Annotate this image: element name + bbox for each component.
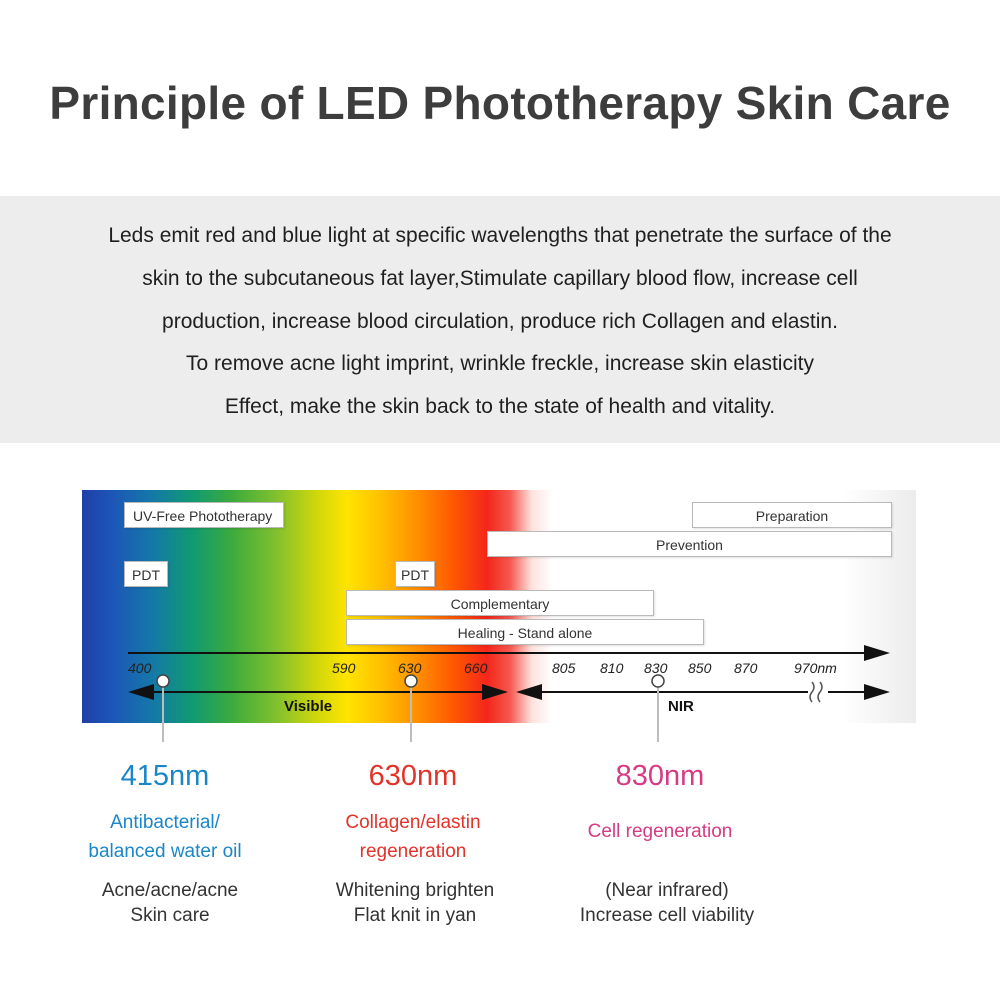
effect-line: Skin care: [130, 905, 210, 926]
effect-line: (Near infrared): [605, 880, 729, 901]
pdt-tag: PDT: [395, 561, 435, 587]
page-title: Principle of LED Phototherapy Skin Care: [49, 77, 951, 129]
effect-line: Acne/acne/acne: [101, 880, 239, 901]
prevention-tag: Prevention: [487, 531, 892, 557]
wavelength-830: 830nm: [615, 760, 705, 792]
tick-label: 590: [332, 660, 356, 676]
intro-line: Leds emit red and blue light at specific…: [108, 224, 892, 247]
intro-panel: Leds emit red and blue light at specific…: [0, 196, 1000, 443]
desc-line: Antibacterial/: [110, 812, 220, 833]
pdt-tag: PDT: [124, 561, 168, 587]
preparation-tag: Preparation: [692, 502, 892, 528]
tick-label: 400: [128, 660, 152, 676]
effect-line: Whitening brighten: [335, 880, 495, 901]
wavelength-630: 630nm: [368, 760, 458, 792]
effect-line: Increase cell viability: [579, 905, 755, 926]
tick-label: 805: [552, 660, 576, 676]
wavelength-630-desc: Collagen/elastin regeneration: [288, 808, 538, 866]
wavelength-630-effect: Whitening brighten Flat knit in yan: [285, 878, 545, 928]
wavelength-830-desc: Cell regeneration: [535, 817, 785, 846]
tick-label: 870: [734, 660, 758, 676]
effect-line: Flat knit in yan: [353, 905, 477, 926]
tick-label: 970nm: [794, 660, 837, 676]
wavelength-415-effect: Acne/acne/acne Skin care: [40, 878, 300, 928]
intro-line: Effect, make the skin back to the state …: [224, 395, 776, 418]
healing-tag: Healing - Stand alone: [346, 619, 704, 645]
desc-line: Collagen/elastin: [345, 812, 481, 833]
tick-label: 810: [600, 660, 624, 676]
nir-label: NIR: [668, 698, 694, 715]
tick-label: 630: [398, 660, 422, 676]
intro-line: To remove acne light imprint, wrinkle fr…: [186, 352, 814, 375]
desc-line: Cell regeneration: [587, 821, 733, 842]
tick-label: 660: [464, 660, 488, 676]
desc-line: balanced water oil: [88, 841, 242, 862]
intro-line: production, increase blood circulation, …: [162, 310, 838, 333]
intro-line: skin to the subcutaneous fat layer,Stimu…: [142, 267, 858, 290]
tick-label: 830: [644, 660, 668, 676]
wavelength-415: 415nm: [120, 760, 210, 792]
spectrum-diagram: UV-Free Phototherapy Preparation Prevent…: [82, 490, 916, 723]
desc-line: regeneration: [359, 841, 467, 862]
wavelength-830-effect: (Near infrared) Increase cell viability: [532, 878, 802, 928]
uv-free-tag: UV-Free Phototherapy: [124, 502, 284, 528]
complementary-tag: Complementary: [346, 590, 654, 616]
visible-label: Visible: [284, 698, 333, 715]
tick-label: 850: [688, 660, 712, 676]
wavelength-415-desc: Antibacterial/ balanced water oil: [40, 808, 290, 866]
